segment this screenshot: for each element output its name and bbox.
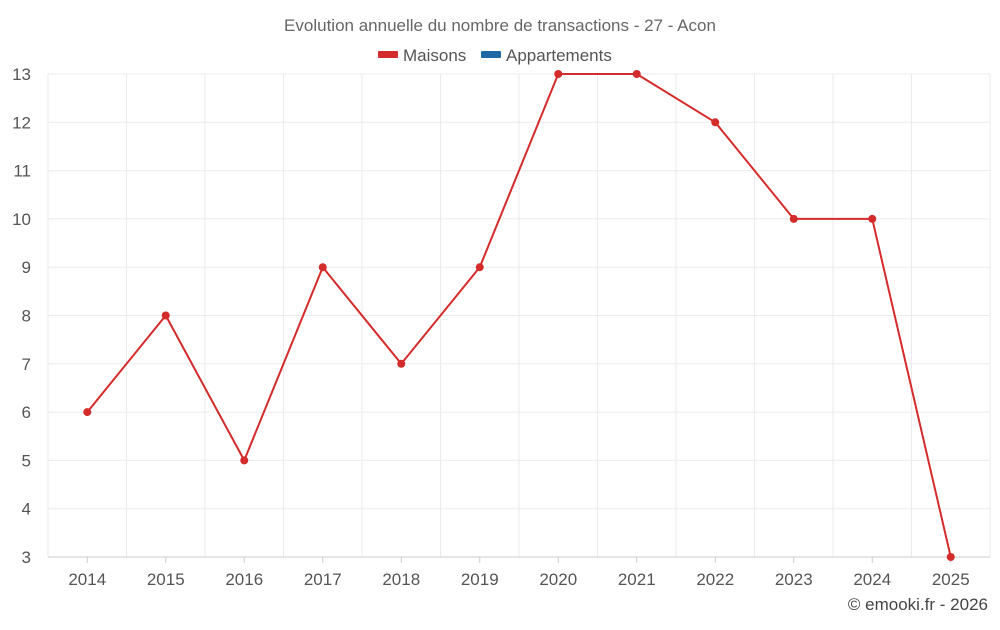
data-point-maisons[interactable]: [946, 553, 955, 561]
legend-item-appartements[interactable]: Appartements: [481, 46, 612, 65]
grid: [47, 73, 991, 558]
y-tick-label: 3: [22, 548, 31, 567]
y-tick-label: 7: [22, 355, 31, 374]
data-point-maisons[interactable]: [711, 118, 720, 127]
legend-label-appartements: Appartements: [506, 46, 612, 65]
x-tick-label: 2016: [225, 570, 263, 589]
series-line-maisons: [86, 73, 952, 558]
axes: 3 4 5 6 7 8 9 10 11 12 13 2014 2015 2016 2017 2018 2019 2…: [12, 65, 990, 589]
y-tick-label: 10: [12, 210, 31, 229]
x-tick-label: 2018: [382, 570, 420, 589]
x-tick-label: 2024: [853, 570, 891, 589]
x-tick-label: 2025: [932, 570, 970, 589]
credit-text: © emooki.fr - 2026: [848, 595, 988, 614]
y-tick-label: 13: [12, 65, 31, 84]
series: [83, 70, 955, 561]
x-tick-label: 2014: [68, 570, 106, 589]
x-tick-label: 2015: [147, 570, 185, 589]
y-tick-label: 4: [22, 500, 31, 519]
legend-swatch-appartements: [481, 51, 501, 58]
data-point-maisons[interactable]: [868, 214, 877, 223]
x-tick-label: 2023: [775, 570, 813, 589]
y-tick-label: 5: [22, 451, 31, 470]
y-tick-label: 12: [12, 113, 31, 132]
x-tick-label: 2021: [618, 570, 656, 589]
legend-item-maisons[interactable]: Maisons: [378, 46, 466, 65]
chart-title: Evolution annuelle du nombre de transact…: [284, 16, 716, 35]
y-tick-label: 8: [22, 307, 31, 326]
y-tick-label: 11: [13, 162, 31, 181]
y-tick-label: 9: [22, 258, 31, 277]
data-point-maisons[interactable]: [554, 70, 563, 78]
legend-swatch-maisons: [378, 51, 398, 58]
data-point-maisons[interactable]: [789, 214, 798, 223]
data-point-maisons[interactable]: [161, 311, 170, 320]
data-point-maisons[interactable]: [632, 70, 641, 78]
legend-label-maisons: Maisons: [403, 46, 466, 65]
legend: Maisons Appartements: [378, 46, 612, 65]
data-point-maisons[interactable]: [475, 263, 484, 272]
data-point-maisons[interactable]: [83, 408, 92, 417]
data-point-maisons[interactable]: [318, 263, 327, 272]
x-tick-label: 2019: [461, 570, 499, 589]
data-point-maisons[interactable]: [240, 456, 249, 465]
x-tick-label: 2022: [696, 570, 734, 589]
x-tick-label: 2020: [539, 570, 577, 589]
y-tick-label: 6: [22, 403, 31, 422]
x-tick-label: 2017: [304, 570, 342, 589]
data-point-maisons[interactable]: [397, 359, 406, 368]
